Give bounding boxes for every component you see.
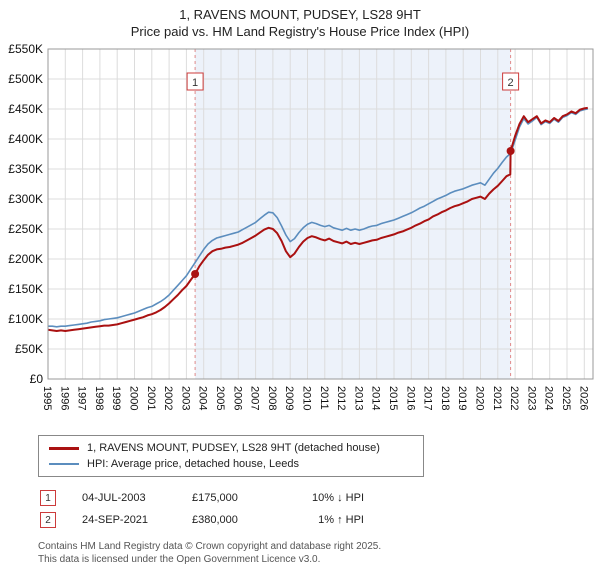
- sale-annotation-1: 1 04-JUL-2003 £175,000 10% ↓ HPI: [40, 487, 600, 509]
- x-axis-tick-label: 2022: [508, 386, 520, 410]
- x-axis-tick-label: 2006: [231, 386, 243, 410]
- x-axis-tick-label: 2011: [318, 386, 330, 410]
- x-axis-tick-label: 2007: [249, 386, 261, 410]
- sale-2-hpi-delta: 1% ↑ HPI: [284, 514, 364, 526]
- sale-1-price: £175,000: [192, 492, 284, 504]
- hpi-line-swatch: [49, 463, 79, 465]
- x-axis-tick-label: 2025: [560, 386, 572, 410]
- sale-2-price: £380,000: [192, 514, 284, 526]
- sale-point-marker: [191, 270, 199, 278]
- sale-2-number-box: 2: [40, 512, 56, 528]
- y-axis-tick-label: £150K: [8, 282, 43, 296]
- chart-legend: 1, RAVENS MOUNT, PUDSEY, LS28 9HT (detac…: [38, 435, 424, 477]
- x-axis-tick-label: 2018: [439, 386, 451, 410]
- legend-row-price: 1, RAVENS MOUNT, PUDSEY, LS28 9HT (detac…: [45, 440, 417, 456]
- x-axis-tick-label: 2003: [179, 386, 191, 410]
- sale-1-date: 04-JUL-2003: [82, 492, 192, 504]
- page-title: 1, RAVENS MOUNT, PUDSEY, LS28 9HT: [0, 0, 600, 22]
- x-axis-tick-label: 2014: [370, 386, 382, 410]
- y-axis-tick-label: £350K: [8, 162, 43, 176]
- x-axis-tick-label: 2005: [214, 386, 226, 410]
- license-footer-line1: Contains HM Land Registry data © Crown c…: [38, 541, 600, 554]
- x-axis-tick-label: 2013: [352, 386, 364, 410]
- x-axis-tick-label: 1996: [58, 386, 70, 410]
- y-axis-tick-label: £50K: [15, 342, 43, 356]
- sale-number-label: 2: [508, 77, 514, 89]
- sale-2-date: 24-SEP-2021: [82, 514, 192, 526]
- x-axis-tick-label: 2019: [456, 386, 468, 410]
- y-axis-tick-label: £550K: [8, 42, 43, 56]
- x-axis-tick-label: 2023: [525, 386, 537, 410]
- x-axis-tick-label: 2000: [128, 386, 140, 410]
- x-axis-tick-label: 1999: [110, 386, 122, 410]
- y-axis-tick-label: £500K: [8, 72, 43, 86]
- x-axis-tick-label: 2020: [474, 386, 486, 410]
- x-axis-tick-label: 2008: [266, 386, 278, 410]
- y-axis-tick-label: £200K: [8, 252, 43, 266]
- x-axis-tick-label: 1997: [76, 386, 88, 410]
- x-axis-tick-label: 2026: [577, 386, 589, 410]
- x-axis-tick-label: 2004: [197, 386, 209, 410]
- x-axis-tick-label: 1995: [41, 386, 53, 410]
- y-axis-tick-label: £100K: [8, 312, 43, 326]
- legend-price-label: 1, RAVENS MOUNT, PUDSEY, LS28 9HT (detac…: [87, 442, 380, 454]
- x-axis-tick-label: 2001: [145, 386, 157, 410]
- page-subtitle: Price paid vs. HM Land Registry's House …: [0, 22, 600, 39]
- license-footer: Contains HM Land Registry data © Crown c…: [38, 541, 600, 566]
- y-axis-tick-label: £0: [30, 372, 44, 386]
- legend-hpi-label: HPI: Average price, detached house, Leed…: [87, 458, 299, 470]
- x-axis-tick-label: 2012: [335, 386, 347, 410]
- sale-annotations: 1 04-JUL-2003 £175,000 10% ↓ HPI 2 24-SE…: [40, 487, 600, 531]
- x-axis-tick-label: 2010: [301, 386, 313, 410]
- x-axis-tick-label: 2017: [422, 386, 434, 410]
- sale-1-number-box: 1: [40, 490, 56, 506]
- x-axis-tick-label: 2002: [162, 386, 174, 410]
- y-axis-tick-label: £450K: [8, 102, 43, 116]
- x-axis-tick-label: 2021: [491, 386, 503, 410]
- sale-annotation-2: 2 24-SEP-2021 £380,000 1% ↑ HPI: [40, 509, 600, 531]
- y-axis-tick-label: £400K: [8, 132, 43, 146]
- x-axis-tick-label: 2016: [404, 386, 416, 410]
- sale-number-label: 1: [192, 77, 198, 89]
- x-axis-tick-label: 2009: [283, 386, 295, 410]
- x-axis-tick-label: 1998: [93, 386, 105, 410]
- x-axis-tick-label: 2024: [543, 386, 555, 410]
- y-axis-tick-label: £250K: [8, 222, 43, 236]
- x-axis-tick-label: 2015: [387, 386, 399, 410]
- price-line-swatch: [49, 447, 79, 450]
- sale-point-marker: [507, 147, 515, 155]
- price-history-chart: £0 £50K £100K £150K £200K £250K £300K £350K £400…: [0, 41, 600, 433]
- legend-row-hpi: HPI: Average price, detached house, Leed…: [45, 456, 417, 472]
- y-axis-tick-label: £300K: [8, 192, 43, 206]
- sale-1-hpi-delta: 10% ↓ HPI: [284, 492, 364, 504]
